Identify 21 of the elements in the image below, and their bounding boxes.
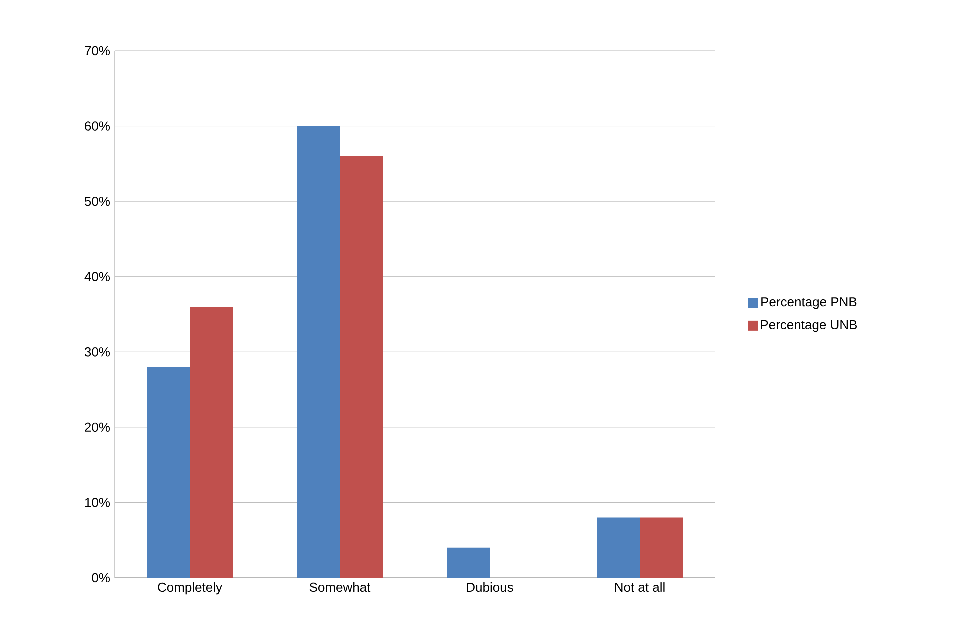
- x-tick-label: Not at all: [615, 582, 665, 592]
- bar: [447, 548, 490, 578]
- x-tick-label: Completely: [158, 582, 222, 595]
- x-tick-label: Somewhat: [310, 582, 371, 592]
- y-tick-label: 60%: [85, 122, 110, 131]
- y-tick-label: 10%: [85, 498, 110, 508]
- y-tick-label: 30%: [84, 348, 110, 357]
- y-tick-label: 0%: [92, 573, 110, 583]
- bar: [640, 518, 684, 578]
- y-tick-label: 70%: [85, 46, 110, 56]
- y-tick-label: 50%: [84, 196, 110, 206]
- legend-label: Percentage UNB: [761, 320, 858, 332]
- legend-label: Percentage PNB: [762, 298, 857, 310]
- bar: [597, 518, 640, 578]
- bar: [190, 306, 234, 578]
- y-tick-label: 20%: [85, 422, 110, 432]
- bar: [147, 367, 190, 578]
- bar: [297, 126, 340, 578]
- x-tick-label: Dubious: [467, 582, 514, 592]
- y-tick-label: 40%: [84, 272, 110, 282]
- bar: [340, 156, 384, 578]
